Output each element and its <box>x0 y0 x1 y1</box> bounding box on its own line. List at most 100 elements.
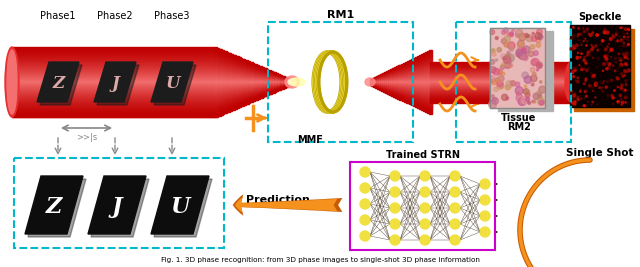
Bar <box>244 84 246 85</box>
Bar <box>399 74 401 76</box>
Bar <box>372 81 374 82</box>
Circle shape <box>602 91 604 92</box>
Bar <box>230 63 232 65</box>
Bar <box>12 77 215 78</box>
Bar <box>221 80 223 81</box>
Bar <box>279 77 281 78</box>
Bar <box>276 73 278 74</box>
Circle shape <box>420 171 430 181</box>
Circle shape <box>509 47 514 51</box>
Bar <box>242 66 244 68</box>
Bar <box>406 74 408 75</box>
Bar <box>233 65 235 67</box>
Bar <box>428 105 429 107</box>
Bar <box>253 96 255 97</box>
Bar <box>411 84 412 85</box>
Bar <box>216 100 218 101</box>
Bar <box>275 77 277 79</box>
Bar <box>392 75 394 76</box>
Bar <box>424 81 426 82</box>
Bar <box>256 74 258 76</box>
Bar <box>419 107 420 108</box>
Bar <box>251 65 253 66</box>
Bar <box>216 90 218 91</box>
Bar <box>233 55 235 56</box>
Bar <box>225 76 227 77</box>
Bar <box>387 81 388 82</box>
Bar <box>274 79 276 80</box>
Bar <box>422 92 424 93</box>
Bar <box>216 75 218 76</box>
Bar <box>223 81 225 82</box>
Bar <box>234 63 236 64</box>
Bar <box>421 65 422 66</box>
Bar <box>269 88 271 89</box>
Bar <box>266 93 268 94</box>
Bar <box>216 95 218 96</box>
Bar <box>429 57 431 58</box>
Bar <box>216 57 218 59</box>
Bar <box>403 97 404 98</box>
Bar <box>429 92 431 93</box>
Bar <box>423 69 424 70</box>
Bar <box>409 97 410 98</box>
Circle shape <box>580 68 583 70</box>
Bar <box>419 104 420 105</box>
Bar <box>419 101 420 102</box>
Bar <box>224 80 226 81</box>
Bar <box>394 77 396 78</box>
Bar <box>218 110 220 111</box>
Bar <box>382 80 384 81</box>
Bar <box>421 84 422 85</box>
Bar <box>229 71 231 72</box>
Bar <box>216 92 218 93</box>
Bar <box>223 78 225 80</box>
Bar <box>225 107 227 108</box>
Bar <box>413 69 414 70</box>
Bar <box>429 89 431 91</box>
Bar <box>419 84 420 86</box>
Bar <box>256 91 258 92</box>
Bar <box>419 97 420 98</box>
Bar <box>430 89 571 91</box>
Bar <box>406 72 407 74</box>
Bar <box>392 68 394 69</box>
Circle shape <box>605 48 607 51</box>
Bar <box>238 101 240 103</box>
Bar <box>404 72 405 73</box>
Bar <box>417 104 419 105</box>
Bar <box>273 78 275 80</box>
Bar <box>430 90 431 91</box>
Bar <box>232 70 234 71</box>
Bar <box>265 86 267 87</box>
Bar <box>430 100 431 102</box>
Bar <box>238 59 240 60</box>
Bar <box>426 59 428 60</box>
Bar <box>238 99 240 100</box>
Bar <box>244 69 246 71</box>
Bar <box>371 80 372 81</box>
Bar <box>251 62 253 64</box>
Bar <box>269 74 271 75</box>
Bar <box>238 72 240 74</box>
Bar <box>427 62 428 63</box>
Bar <box>399 86 401 87</box>
Bar <box>260 75 262 76</box>
Bar <box>242 92 244 93</box>
Bar <box>215 103 217 104</box>
Bar <box>239 60 241 62</box>
Bar <box>427 76 428 77</box>
Bar <box>260 72 262 73</box>
Bar <box>12 72 215 73</box>
Bar <box>419 66 420 67</box>
Bar <box>424 64 426 65</box>
Bar <box>387 90 388 91</box>
Bar <box>408 70 409 72</box>
Bar <box>220 78 222 79</box>
Bar <box>387 80 388 81</box>
Circle shape <box>624 56 627 58</box>
Bar <box>232 73 234 74</box>
Bar <box>224 84 226 85</box>
Circle shape <box>623 42 625 44</box>
Bar <box>225 101 227 102</box>
